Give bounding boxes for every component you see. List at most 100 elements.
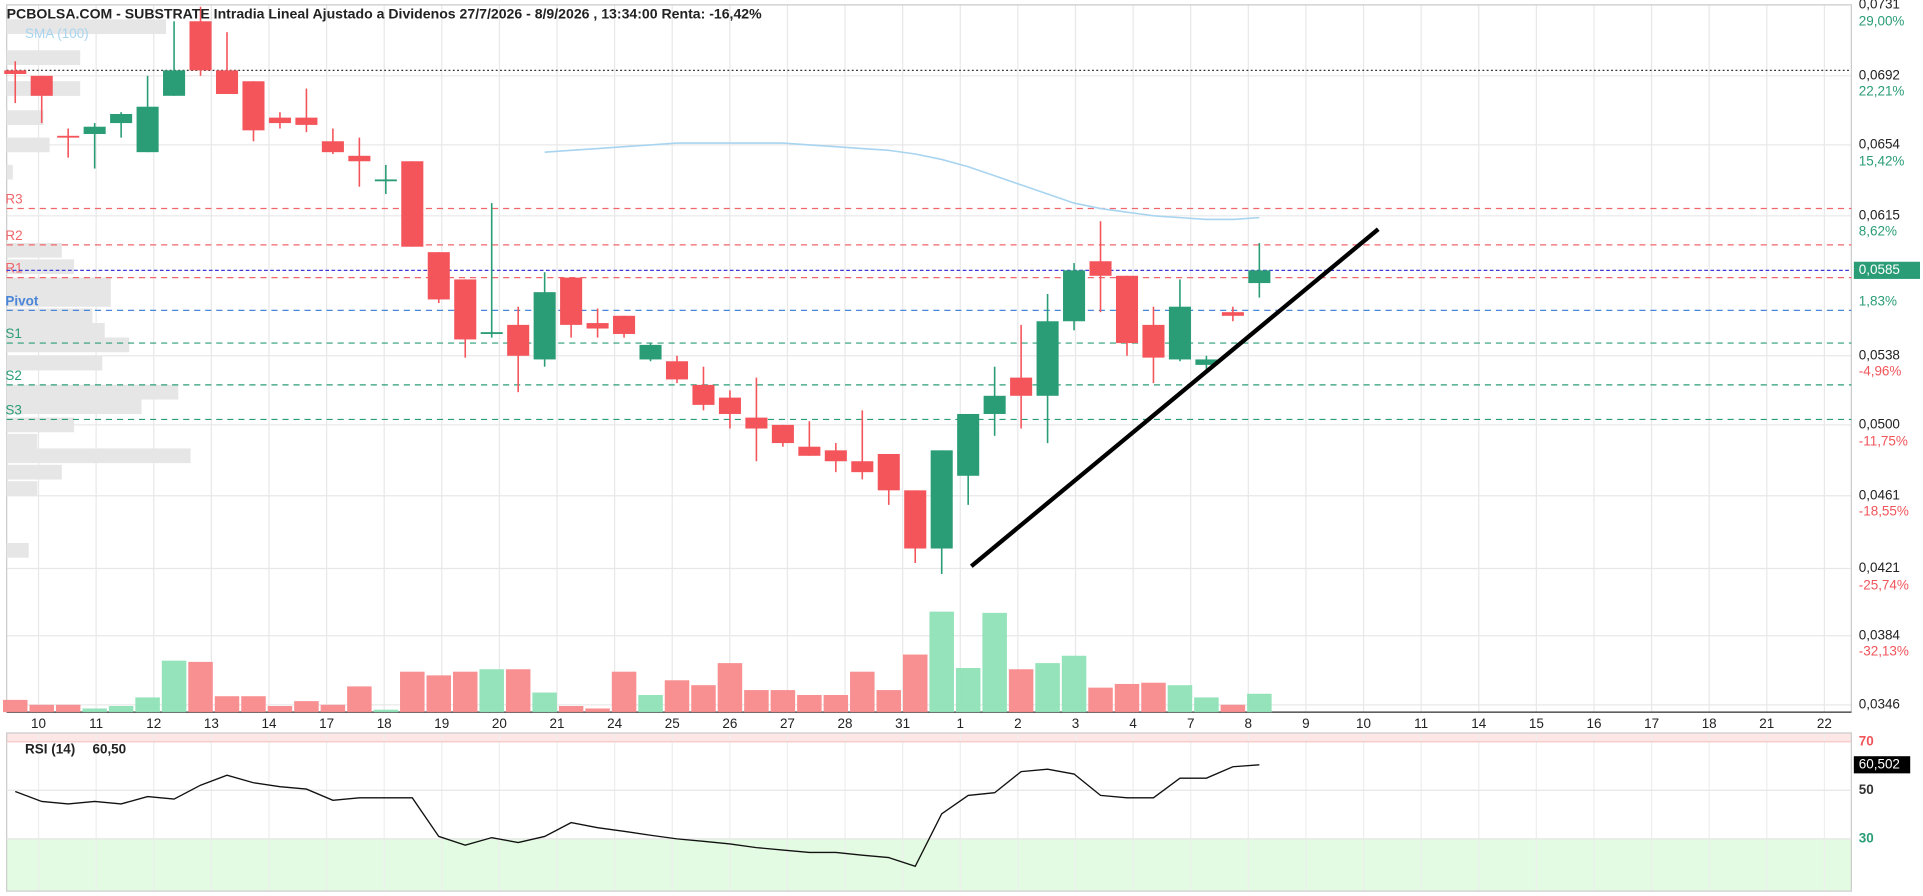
- candle-body: [1115, 275, 1139, 344]
- y2-tick-label: -4,96%: [1859, 363, 1902, 378]
- pivot-label: R2: [5, 228, 22, 243]
- volume-bar: [505, 669, 531, 713]
- candle-body: [1089, 261, 1112, 276]
- y-tick-label: 0,0731: [1859, 0, 1900, 11]
- rsi-last-box: [1853, 756, 1911, 774]
- volume-bar: [823, 694, 849, 713]
- candle-body: [348, 155, 371, 162]
- volume-bar: [214, 696, 240, 713]
- pivot-label: S2: [5, 368, 21, 383]
- volume-profile-bar: [6, 164, 13, 180]
- x-tick-label: 17: [1644, 716, 1659, 731]
- y2-tick-label: 22,21%: [1859, 83, 1905, 98]
- x-tick-label: 31: [895, 716, 910, 731]
- pivot-label: S3: [5, 402, 21, 417]
- volume-bar: [1141, 682, 1166, 713]
- chart-title: PCBOLSA.COM - SUBSTRATE Intradia Lineal …: [7, 5, 762, 21]
- candle-body: [163, 70, 186, 96]
- rsi-tick-label: 50: [1859, 782, 1874, 797]
- candle-body: [136, 106, 159, 153]
- volume-profile-bar: [6, 481, 38, 496]
- x-tick-label: 13: [204, 716, 219, 731]
- volume-bar: [611, 671, 637, 713]
- volume-bar: [108, 706, 134, 713]
- volume-profile-bar: [6, 464, 62, 480]
- candle-body: [613, 315, 636, 334]
- candle-body: [904, 490, 927, 549]
- volume-profile-bar: [6, 399, 142, 415]
- x-tick-label: 26: [722, 716, 737, 731]
- candle-body: [268, 117, 291, 124]
- x-tick-label: 28: [838, 716, 853, 731]
- x-tick-label: 10: [31, 716, 46, 731]
- volume-profile-bar: [6, 417, 75, 433]
- volume-bar: [320, 704, 346, 713]
- volume-bar: [982, 612, 1007, 713]
- volume-profile-bar: [6, 433, 38, 449]
- volume-bar: [479, 669, 504, 713]
- volume-bar: [426, 675, 452, 713]
- candle-body: [877, 453, 900, 491]
- x-tick-label: 16: [1586, 716, 1601, 731]
- volume-bar: [55, 704, 81, 713]
- volume-profile-bar: [6, 277, 111, 293]
- volume-bar: [1008, 669, 1034, 713]
- volume-profile-bar: [6, 137, 50, 153]
- y2-tick-label: -18,55%: [1859, 503, 1909, 518]
- candle-body: [321, 141, 344, 153]
- candle-body: [1221, 312, 1244, 316]
- x-tick-label: 7: [1187, 716, 1195, 731]
- x-tick-label: 19: [434, 716, 449, 731]
- x-tick-label: 25: [665, 716, 680, 731]
- volume-profile-bar: [6, 355, 103, 371]
- volume-bar: [294, 701, 319, 713]
- volume-profile-bar: [6, 448, 191, 464]
- candle-body: [560, 277, 583, 325]
- y-tick-label: 0,0384: [1859, 627, 1901, 642]
- y2-tick-label: -11,75%: [1859, 433, 1908, 448]
- volume-bar: [452, 671, 478, 713]
- x-tick-label: 18: [377, 716, 392, 731]
- candle-body: [665, 361, 689, 380]
- volume-bar: [691, 685, 716, 713]
- y-tick-label: 0,0461: [1859, 487, 1900, 502]
- y-tick-label: 0,0346: [1859, 696, 1900, 711]
- x-tick-label: 10: [1356, 716, 1371, 731]
- x-tick-label: 21: [1759, 716, 1774, 731]
- x-tick-label: 11: [89, 716, 103, 731]
- pivot-label: R1: [5, 261, 22, 276]
- candle-body: [215, 70, 239, 94]
- volume-bar: [1035, 663, 1060, 713]
- x-tick-label: 11: [1414, 716, 1428, 731]
- trend-line: [969, 227, 1380, 568]
- volume-profile-bar: [6, 308, 93, 324]
- x-tick-label: 21: [550, 716, 565, 731]
- volume-profile-bar: [6, 50, 81, 65]
- y-tick-label: 0,0500: [1859, 416, 1900, 431]
- candle-body: [401, 161, 424, 247]
- volume-bar: [955, 668, 981, 713]
- candle-body: [1036, 321, 1059, 396]
- candle-body: [242, 81, 265, 131]
- x-tick-label: 18: [1702, 716, 1717, 731]
- rsi-frame: [6, 732, 1852, 892]
- volume-profile-bar: [6, 19, 167, 35]
- candle-body: [983, 395, 1006, 414]
- volume-bar: [638, 694, 663, 713]
- volume-bar: [902, 654, 928, 713]
- volume-bar: [1194, 697, 1219, 713]
- volume-bar: [241, 696, 266, 713]
- candle-body: [189, 21, 212, 71]
- volume-profile-bar: [6, 337, 130, 353]
- rsi-tick-label: 30: [1859, 830, 1874, 845]
- candle-body: [57, 135, 80, 138]
- volume-bar: [161, 660, 187, 713]
- volume-bar: [1114, 683, 1140, 713]
- volume-profile-bar: [6, 292, 111, 307]
- candle-body: [1248, 270, 1271, 284]
- x-tick-label: 1: [957, 716, 965, 731]
- rsi-line: [15, 764, 1260, 868]
- volume-bar: [373, 709, 399, 713]
- x-tick-label: 8: [1245, 716, 1253, 731]
